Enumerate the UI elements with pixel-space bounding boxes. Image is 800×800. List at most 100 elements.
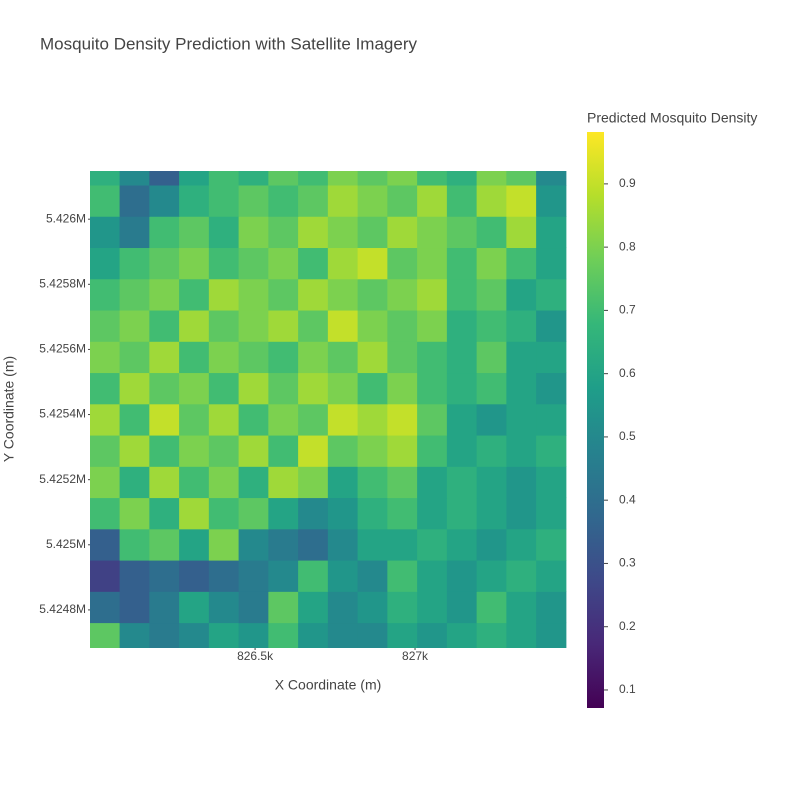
heatmap-cell — [536, 466, 567, 499]
heatmap-cell — [149, 247, 180, 280]
heatmap-cell — [268, 310, 299, 342]
heatmap-cell — [298, 622, 329, 648]
heatmap-cell — [179, 560, 210, 592]
heatmap-cell — [119, 435, 150, 467]
heatmap-cell — [149, 372, 180, 405]
heatmap-cell — [179, 403, 210, 436]
heatmap-cell — [238, 372, 269, 405]
heatmap-cell — [506, 341, 537, 374]
heatmap-cell — [149, 435, 180, 467]
heatmap-cell — [536, 372, 567, 405]
heatmap-cell — [506, 435, 537, 467]
heatmap-cell — [208, 216, 240, 249]
heatmap-cell — [90, 310, 121, 342]
colorbar-tick-label: 0.1 — [619, 682, 636, 696]
heatmap-cell — [238, 341, 269, 374]
heatmap-cell — [357, 591, 388, 624]
colorbar-tick-label: 0.6 — [619, 366, 636, 380]
heatmap-cell — [446, 171, 478, 186]
heatmap-cell — [446, 372, 478, 405]
heatmap-cell — [268, 622, 299, 648]
heatmap-cell — [476, 591, 507, 624]
heatmap-cell — [506, 247, 537, 280]
heatmap-cell — [119, 591, 150, 624]
heatmap-cell — [238, 216, 269, 249]
heatmap-cell — [357, 403, 388, 436]
heatmap-cell — [357, 435, 388, 467]
heatmap-cell — [417, 372, 448, 405]
heatmap-cell — [268, 247, 299, 280]
heatmap-cell — [536, 341, 567, 374]
heatmap-cell — [298, 247, 329, 280]
heatmap-cell — [119, 171, 150, 186]
heatmap-cell — [446, 528, 478, 561]
heatmap-cell — [268, 278, 299, 311]
heatmap-cell — [298, 310, 329, 342]
heatmap-cell — [446, 247, 478, 280]
heatmap-cell — [476, 560, 507, 592]
heatmap-cell — [149, 341, 180, 374]
heatmap-cell — [208, 528, 240, 561]
heatmap-cell — [90, 528, 121, 561]
heatmap-cell — [327, 622, 359, 648]
heatmap-cell — [149, 560, 180, 592]
heatmap-cell — [179, 497, 210, 530]
heatmap-cell — [506, 622, 537, 648]
heatmap-cell — [238, 466, 269, 499]
heatmap-cell — [268, 466, 299, 499]
heatmap-cell — [238, 171, 269, 186]
heatmap-cell — [119, 528, 150, 561]
heatmap-cell — [506, 185, 537, 217]
heatmap-cell — [476, 372, 507, 405]
y-tick-label: 5.425M — [46, 537, 86, 551]
heatmap-cell — [119, 341, 150, 374]
colorbar-tick-label: 0.4 — [619, 492, 636, 506]
heatmap-cell — [417, 622, 448, 648]
heatmap-cell — [179, 310, 210, 342]
heatmap-cell — [327, 310, 359, 342]
y-axis-title: Y Coordinate (m) — [1, 356, 17, 462]
heatmap-cell — [417, 435, 448, 467]
heatmap-cell — [208, 497, 240, 530]
heatmap-cell — [536, 278, 567, 311]
heatmap-cell — [506, 278, 537, 311]
heatmap-cell — [357, 171, 388, 186]
heatmap-cell — [90, 185, 121, 217]
colorbar-tick-label: 0.8 — [619, 239, 636, 253]
heatmap-cell — [387, 310, 418, 342]
heatmap-cell — [387, 560, 418, 592]
heatmap-cell — [506, 497, 537, 530]
heatmap-cell — [446, 622, 478, 648]
heatmap-cell — [179, 171, 210, 186]
heatmap — [90, 171, 567, 648]
heatmap-cell — [119, 622, 150, 648]
x-tick-label: 827k — [402, 649, 429, 663]
heatmap-cell — [387, 247, 418, 280]
heatmap-cell — [327, 435, 359, 467]
heatmap-cell — [446, 310, 478, 342]
heatmap-cell — [417, 185, 448, 217]
heatmap-cell — [446, 403, 478, 436]
y-tick-label: 5.4256M — [39, 342, 86, 356]
y-tick-label: 5.426M — [46, 211, 86, 225]
heatmap-cell — [476, 310, 507, 342]
heatmap-cell — [327, 560, 359, 592]
heatmap-cell — [208, 466, 240, 499]
heatmap-cell — [357, 216, 388, 249]
heatmap-cell — [536, 185, 567, 217]
heatmap-cell — [238, 278, 269, 311]
heatmap-cell — [268, 341, 299, 374]
heatmap-cell — [327, 278, 359, 311]
heatmap-cell — [119, 560, 150, 592]
heatmap-cell — [298, 185, 329, 217]
heatmap-cell — [387, 435, 418, 467]
heatmap-cell — [90, 466, 121, 499]
heatmap-cell — [387, 372, 418, 405]
heatmap-cell — [149, 466, 180, 499]
heatmap-cell — [357, 528, 388, 561]
heatmap-cell — [327, 528, 359, 561]
heatmap-cell — [417, 247, 448, 280]
heatmap-cell — [417, 216, 448, 249]
heatmap-cell — [179, 622, 210, 648]
heatmap-cell — [90, 278, 121, 311]
